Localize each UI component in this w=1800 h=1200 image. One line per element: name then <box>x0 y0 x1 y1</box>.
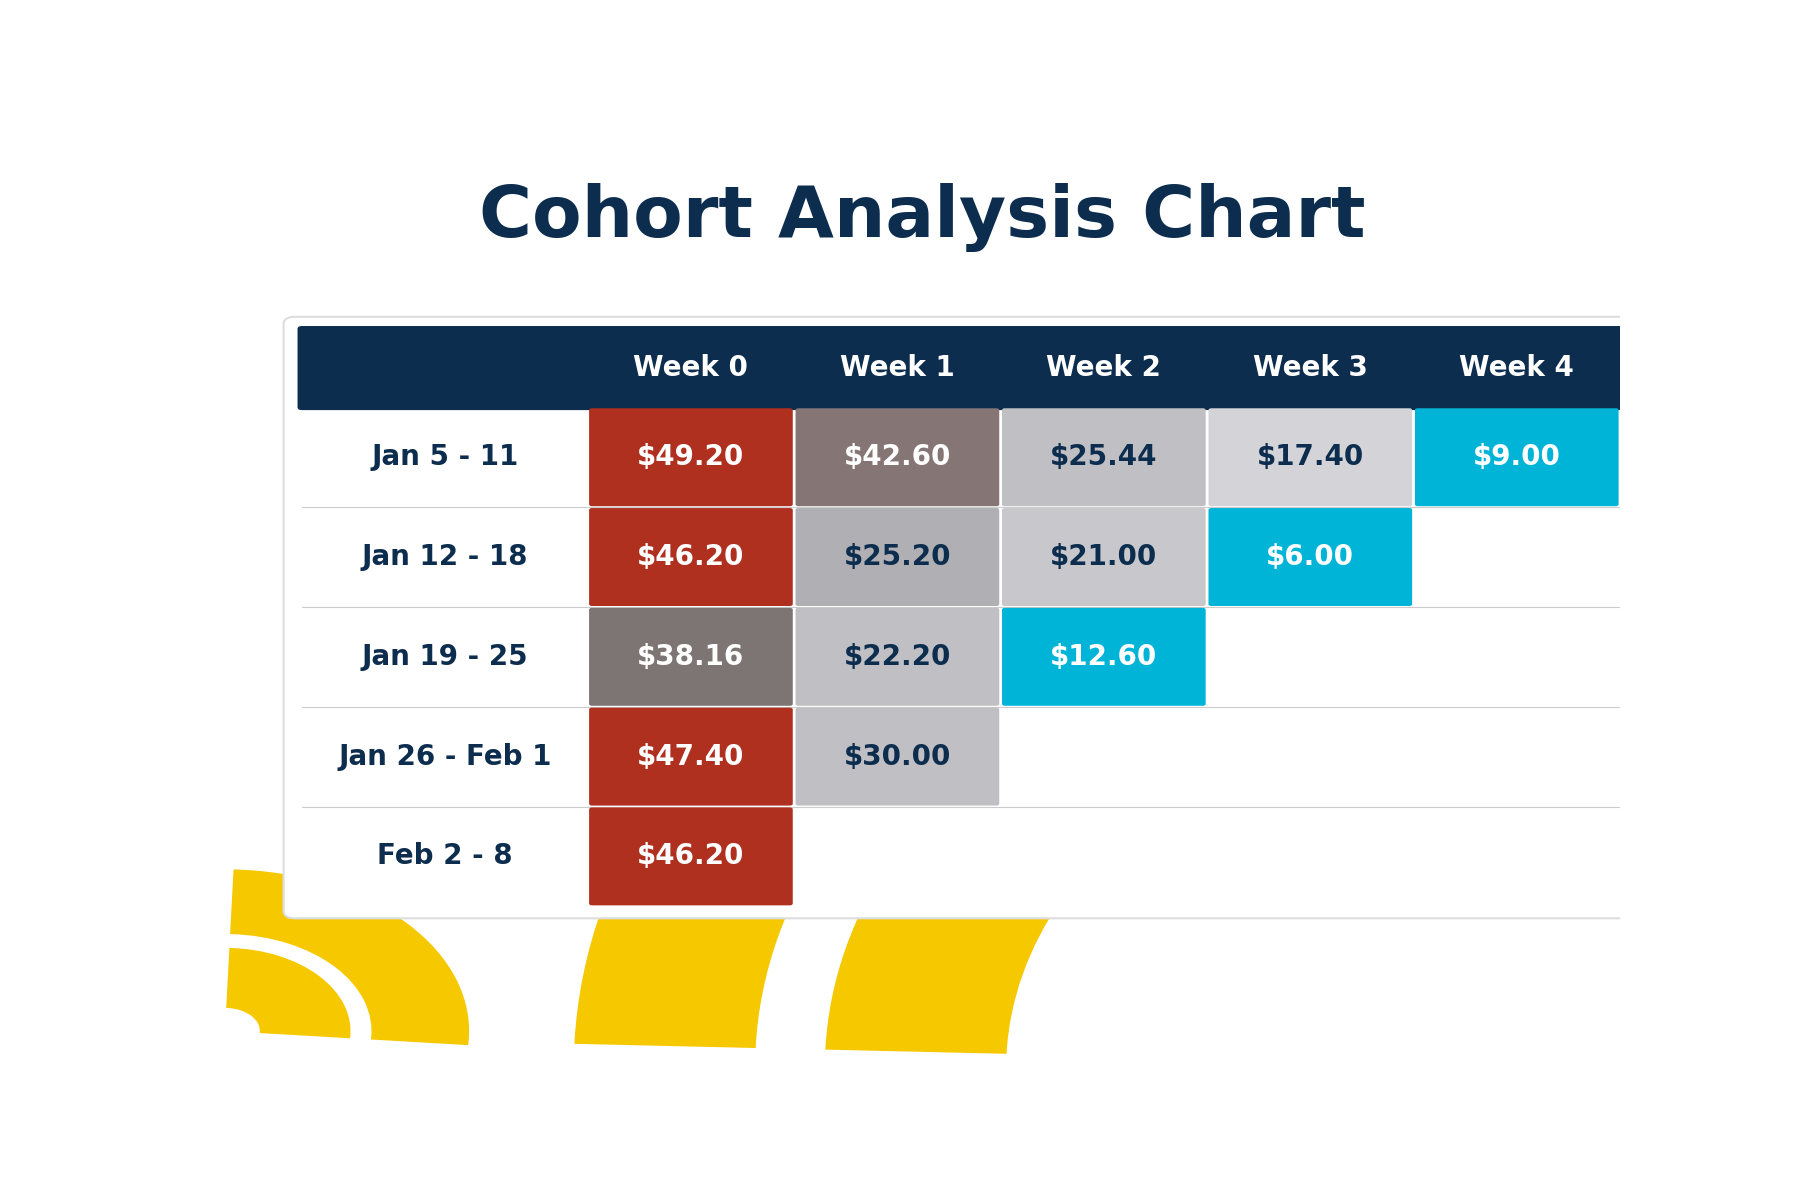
Text: $38.16: $38.16 <box>637 643 745 671</box>
FancyBboxPatch shape <box>589 808 792 905</box>
Text: Jan 5 - 11: Jan 5 - 11 <box>371 443 518 472</box>
Text: $47.40: $47.40 <box>637 743 745 770</box>
FancyBboxPatch shape <box>284 317 1638 918</box>
FancyBboxPatch shape <box>589 608 792 706</box>
Text: Jan 19 - 25: Jan 19 - 25 <box>362 643 527 671</box>
Text: $25.20: $25.20 <box>844 544 950 571</box>
Text: Jan 26 - Feb 1: Jan 26 - Feb 1 <box>338 743 551 770</box>
Text: $21.00: $21.00 <box>1049 544 1157 571</box>
FancyBboxPatch shape <box>1003 608 1206 706</box>
Wedge shape <box>227 948 351 1038</box>
Wedge shape <box>574 376 1656 1048</box>
Text: $46.20: $46.20 <box>637 544 745 571</box>
Text: $49.20: $49.20 <box>637 443 745 472</box>
Text: Week 2: Week 2 <box>1046 354 1161 382</box>
FancyBboxPatch shape <box>589 408 792 506</box>
Text: Week 0: Week 0 <box>634 354 749 382</box>
Text: $22.20: $22.20 <box>844 643 950 671</box>
FancyBboxPatch shape <box>589 708 792 805</box>
Text: Week 4: Week 4 <box>1460 354 1575 382</box>
FancyBboxPatch shape <box>297 326 1624 410</box>
Text: Feb 2 - 8: Feb 2 - 8 <box>376 842 513 870</box>
Wedge shape <box>826 541 1647 1054</box>
FancyBboxPatch shape <box>796 508 999 606</box>
Text: $17.40: $17.40 <box>1256 443 1364 472</box>
FancyBboxPatch shape <box>1208 508 1413 606</box>
FancyBboxPatch shape <box>1003 508 1206 606</box>
FancyBboxPatch shape <box>1415 408 1618 506</box>
Text: $42.60: $42.60 <box>844 443 950 472</box>
FancyBboxPatch shape <box>1003 408 1206 506</box>
Text: Cohort Analysis Chart: Cohort Analysis Chart <box>479 184 1366 252</box>
Text: $46.20: $46.20 <box>637 842 745 870</box>
Wedge shape <box>230 870 470 1045</box>
FancyBboxPatch shape <box>796 708 999 805</box>
FancyBboxPatch shape <box>796 408 999 506</box>
Text: Week 3: Week 3 <box>1253 354 1368 382</box>
FancyBboxPatch shape <box>589 508 792 606</box>
FancyBboxPatch shape <box>1208 408 1413 506</box>
Text: Jan 12 - 18: Jan 12 - 18 <box>362 544 527 571</box>
Text: $12.60: $12.60 <box>1049 643 1157 671</box>
Text: $25.44: $25.44 <box>1049 443 1157 472</box>
Text: $30.00: $30.00 <box>844 743 950 770</box>
Text: $6.00: $6.00 <box>1267 544 1354 571</box>
FancyBboxPatch shape <box>796 608 999 706</box>
Text: Week 1: Week 1 <box>841 354 954 382</box>
Text: $9.00: $9.00 <box>1472 443 1561 472</box>
